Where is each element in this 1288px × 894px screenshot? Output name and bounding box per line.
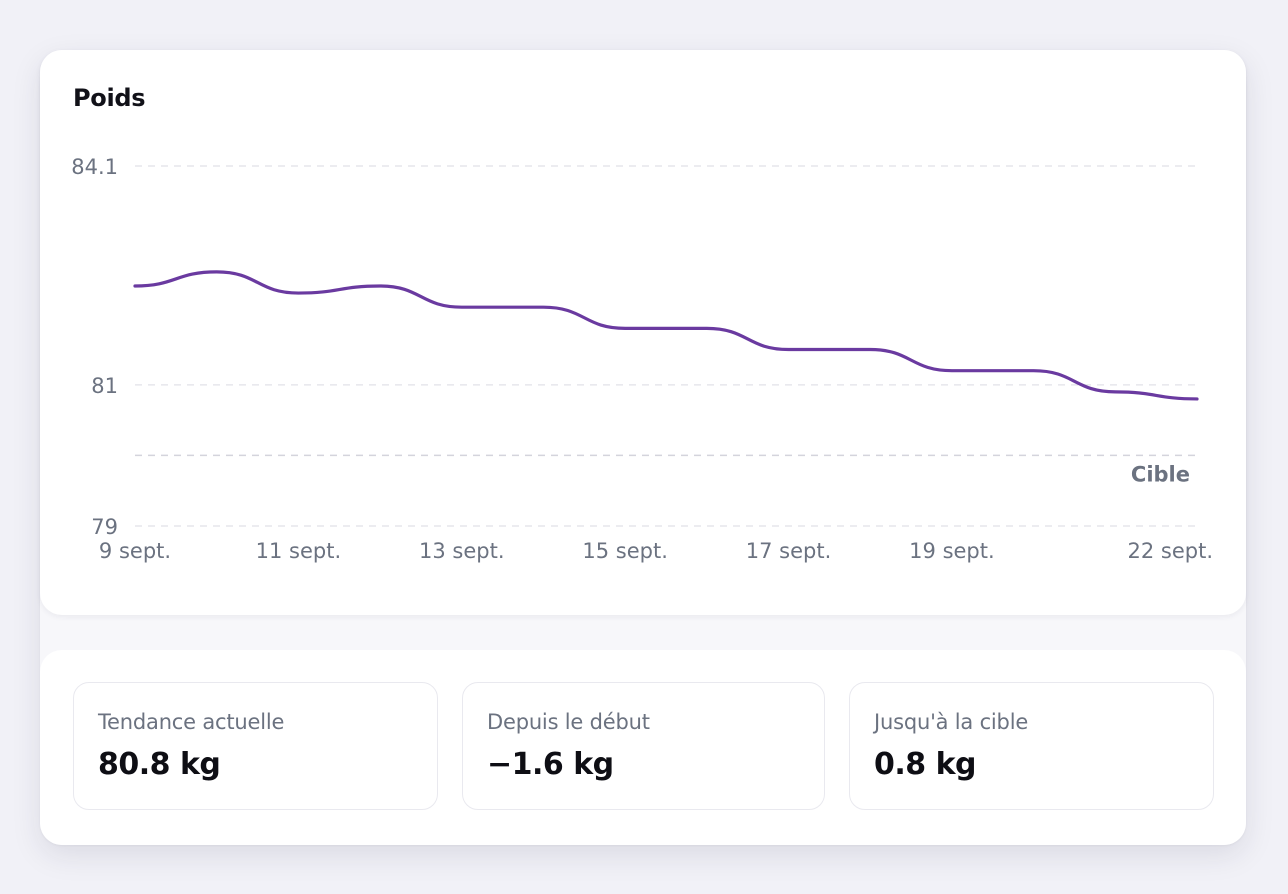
data-point xyxy=(949,368,955,374)
target-label: Cible xyxy=(1131,462,1190,486)
data-point xyxy=(1112,389,1118,395)
data-point xyxy=(622,325,628,331)
stat-value: −1.6 kg xyxy=(487,747,614,782)
x-tick-label: 15 sept. xyxy=(582,539,668,563)
x-tick-label: 19 sept. xyxy=(909,539,995,563)
x-axis-ticks: 9 sept. 11 sept. 13 sept. 15 sept. 17 sept. 1… xyxy=(99,539,1213,563)
data-point xyxy=(132,283,138,289)
series-layer xyxy=(132,269,1200,402)
stat-label: Depuis le début xyxy=(487,710,650,734)
data-point xyxy=(1194,396,1200,402)
weight-line-chart: Cible 84.1 81 79 9 sept. 11 sept. 13 sept. 15… xyxy=(71,155,1213,563)
stat-card-since-start: Depuis le début −1.6 kg xyxy=(462,682,825,810)
y-tick-label: 84.1 xyxy=(71,155,118,179)
weight-chart-card: Poids Cible 84.1 81 79 9 sept. 11 sept. 13 s… xyxy=(40,50,1246,615)
stat-value: 0.8 kg xyxy=(874,747,977,782)
data-point xyxy=(786,347,792,353)
y-axis-ticks: 84.1 81 79 xyxy=(71,155,118,539)
x-tick-label: 17 sept. xyxy=(746,539,832,563)
chart-title: Poids xyxy=(73,84,146,112)
y-tick-label: 79 xyxy=(91,515,118,539)
stat-card-current-trend: Tendance actuelle 80.8 kg xyxy=(73,682,438,810)
y-tick-label: 81 xyxy=(91,374,118,398)
stat-label: Tendance actuelle xyxy=(98,710,285,734)
stat-card-to-target: Jusqu'à la cible 0.8 kg xyxy=(849,682,1214,810)
data-point xyxy=(540,304,546,310)
data-point xyxy=(214,269,220,275)
x-tick-label: 13 sept. xyxy=(419,539,505,563)
grid-lines xyxy=(135,165,1197,527)
x-tick-label: 9 sept. xyxy=(99,539,171,563)
target-line-group: Cible xyxy=(135,454,1197,486)
x-tick-label: 22 sept. xyxy=(1128,539,1214,563)
data-point xyxy=(377,283,383,289)
x-tick-label: 11 sept. xyxy=(256,539,342,563)
stat-label: Jusqu'à la cible xyxy=(874,710,1029,734)
weight-widget: Poids Cible 84.1 81 79 9 sept. 11 sept. 13 s… xyxy=(40,50,1246,845)
data-point xyxy=(704,325,710,331)
stat-value: 80.8 kg xyxy=(98,747,221,782)
weight-series-line xyxy=(133,270,1199,401)
stats-panel: Tendance actuelle 80.8 kg Depuis le débu… xyxy=(40,650,1246,845)
data-point xyxy=(867,347,873,353)
data-point xyxy=(459,304,465,310)
data-point xyxy=(295,290,301,296)
data-point xyxy=(1031,368,1037,374)
